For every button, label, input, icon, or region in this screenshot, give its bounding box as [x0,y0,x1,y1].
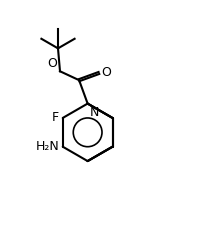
Text: F: F [52,111,59,124]
Text: O: O [101,66,111,80]
Text: N: N [90,106,99,119]
Text: H₂N: H₂N [35,140,59,153]
Text: O: O [47,57,57,70]
